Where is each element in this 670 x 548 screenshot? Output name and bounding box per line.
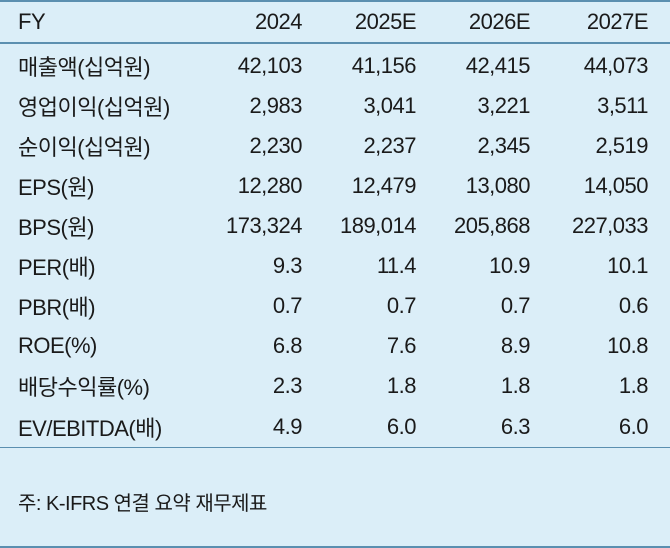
cell-value: 3,511 xyxy=(597,93,648,118)
cell-value: 2,237 xyxy=(363,133,416,158)
row-label: 순이익(십억원) xyxy=(18,135,151,160)
cell-value: 12,280 xyxy=(237,173,303,198)
cell-value: 10.1 xyxy=(607,253,648,278)
table-row: 영업이익(십억원) 2,983 3,041 3,221 3,511 xyxy=(0,86,670,126)
header-year: 2024 xyxy=(200,2,303,44)
cell-value: 205,868 xyxy=(453,213,531,238)
cell-value: 0.7 xyxy=(500,293,531,318)
header-fy-label: FY xyxy=(0,2,200,44)
row-label: EPS(원) xyxy=(18,175,94,200)
table-row: 매출액(십억원) 42,103 41,156 42,415 44,073 xyxy=(0,43,670,86)
row-label: BPS(원) xyxy=(18,215,94,240)
table-row: BPS(원) 173,324 189,014 205,868 227,033 xyxy=(0,206,670,246)
header-year: 2025E xyxy=(302,2,417,44)
cell-value: 6.0 xyxy=(530,406,670,448)
row-label: PER(배) xyxy=(18,255,96,280)
cell-value: 44,073 xyxy=(583,53,649,78)
table-row: 순이익(십억원) 2,230 2,237 2,345 2,519 xyxy=(0,126,670,166)
table-row: EV/EBITDA(배) 4.9 6.0 6.3 6.0 xyxy=(0,406,670,448)
cell-value: 2.3 xyxy=(272,373,303,398)
row-label: 영업이익(십억원) xyxy=(18,95,170,120)
table-row: PER(배) 9.3 11.4 10.9 10.1 xyxy=(0,246,670,286)
cell-value: 13,080 xyxy=(465,173,531,198)
cell-value: 41,156 xyxy=(351,53,417,78)
cell-value: 1.8 xyxy=(500,373,531,398)
row-label: ROE(%) xyxy=(18,333,97,358)
cell-value: 6.3 xyxy=(416,406,531,448)
cell-value: 2,230 xyxy=(249,133,302,158)
cell-value: 7.6 xyxy=(386,333,417,358)
cell-value: 12,479 xyxy=(351,173,417,198)
cell-value: 10.9 xyxy=(489,253,530,278)
row-label: 배당수익률(%) xyxy=(18,375,150,400)
cell-value: 10.8 xyxy=(607,333,648,358)
cell-value: 42,415 xyxy=(465,53,531,78)
cell-value: 4.9 xyxy=(200,406,303,448)
cell-value: 173,324 xyxy=(225,213,303,238)
table-row: ROE(%) 6.8 7.6 8.9 10.8 xyxy=(0,326,670,366)
footnote: 주: K-IFRS 연결 요약 재무제표 xyxy=(18,493,267,515)
cell-value: 9.3 xyxy=(272,253,303,278)
cell-value: 2,983 xyxy=(249,93,302,118)
cell-value: 0.6 xyxy=(618,293,649,318)
cell-value: 2,345 xyxy=(477,133,530,158)
cell-value: 0.7 xyxy=(272,293,303,318)
header-row: FY 2024 2025E 2026E 2027E xyxy=(0,2,670,44)
cell-value: 8.9 xyxy=(500,333,531,358)
cell-value: 3,041 xyxy=(363,93,416,118)
cell-value: 3,221 xyxy=(477,93,530,118)
cell-value: 14,050 xyxy=(583,173,649,198)
financial-summary-table: FY 2024 2025E 2026E 2027E 매출액(십억원) 42,10… xyxy=(0,2,670,448)
row-label: EV/EBITDA(배) xyxy=(0,406,200,448)
cell-value: 6.0 xyxy=(302,406,417,448)
table-row: PBR(배) 0.7 0.7 0.7 0.6 xyxy=(0,286,670,326)
cell-value: 1.8 xyxy=(618,373,649,398)
cell-value: 42,103 xyxy=(237,53,303,78)
cell-value: 189,014 xyxy=(339,213,417,238)
table-row: 배당수익률(%) 2.3 1.8 1.8 1.8 xyxy=(0,366,670,406)
cell-value: 6.8 xyxy=(272,333,303,358)
cell-value: 1.8 xyxy=(386,373,417,398)
table-row: EPS(원) 12,280 12,479 13,080 14,050 xyxy=(0,166,670,206)
row-label: PBR(배) xyxy=(18,295,96,320)
cell-value: 2,519 xyxy=(595,133,648,158)
row-label: 매출액(십억원) xyxy=(18,55,151,80)
cell-value: 227,033 xyxy=(571,213,649,238)
cell-value: 11.4 xyxy=(376,253,417,278)
cell-value: 0.7 xyxy=(386,293,417,318)
header-year: 2026E xyxy=(416,2,531,44)
header-year: 2027E xyxy=(530,2,670,44)
